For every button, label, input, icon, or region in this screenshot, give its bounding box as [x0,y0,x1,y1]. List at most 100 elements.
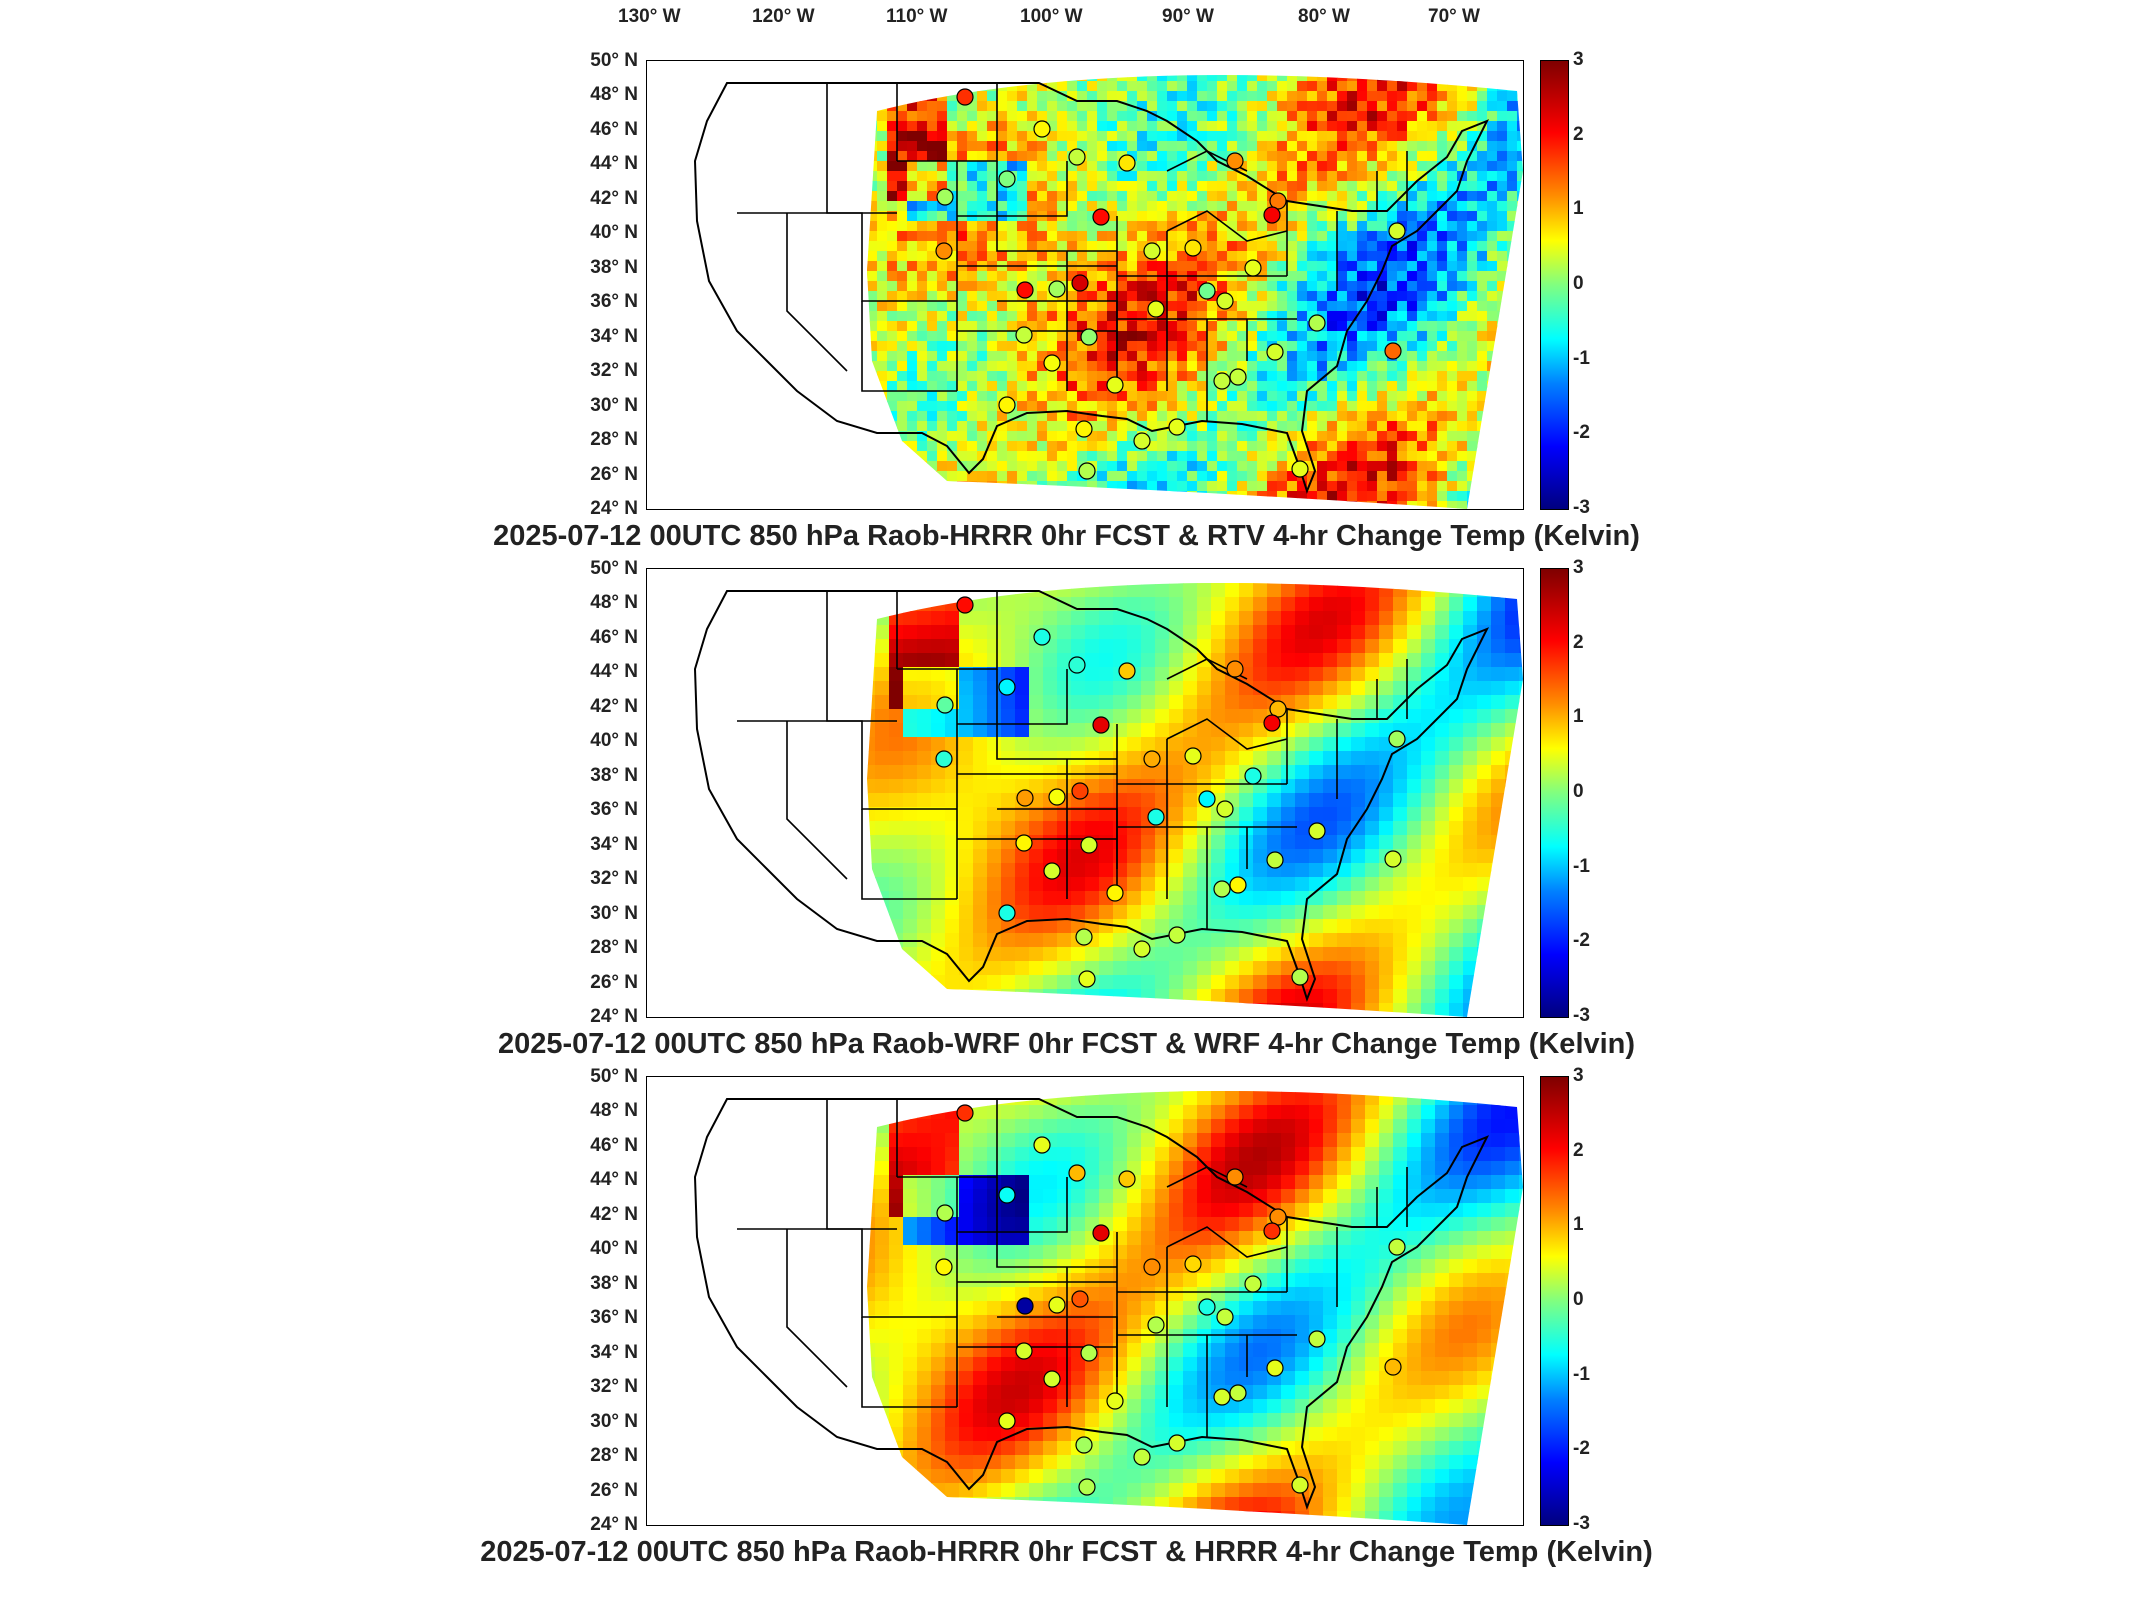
field-cell [917,501,928,509]
field-cell [1037,381,1048,392]
field-cell [1317,431,1328,442]
field-cell [867,667,876,682]
field-cell [1239,933,1254,948]
field-cell [959,919,974,934]
field-cell [1047,271,1058,282]
field-cell [1519,905,1523,920]
field-cell [1257,501,1268,509]
field-cell [1281,765,1296,780]
map-plot-area [646,568,1524,1018]
field-cell [1505,961,1520,976]
field-cell [1057,191,1068,202]
field-cell [887,121,898,132]
field-cell [1437,81,1448,92]
field-cell [1027,75,1038,82]
field-cell [973,933,988,948]
field-cell [1365,975,1380,990]
field-cell [917,1091,932,1092]
field-cell [1397,361,1408,372]
field-cell [897,231,908,242]
field-cell [1491,737,1506,752]
field-cell [1347,391,1358,402]
field-cell [877,241,888,252]
field-cell [1281,625,1296,640]
field-cell [1057,75,1068,82]
field-cell [1047,221,1058,232]
field-cell [1067,351,1078,362]
field-cell [1449,821,1464,836]
field-cell [1027,301,1038,312]
field-cell [903,1105,918,1120]
lat-label: 48° N [590,1100,638,1122]
field-cell [977,281,988,292]
field-cell [1347,75,1358,82]
field-cell [957,231,968,242]
field-cell [917,261,928,272]
field-cell [1393,611,1408,626]
field-cell [1351,653,1366,668]
field-cell [1517,431,1523,442]
field-cell [1177,211,1188,222]
field-cell [1137,321,1148,332]
field-cell [1327,261,1338,272]
field-cell [1057,625,1072,640]
field-cell [1309,863,1324,878]
field-cell [1323,583,1338,584]
state-line [957,161,1068,217]
field-cell [1281,1091,1296,1106]
field-cell [847,381,858,392]
field-cell [997,361,1008,372]
field-cell [1281,807,1296,822]
field-cell [1211,905,1226,920]
field-cell [1147,81,1158,92]
field-cell [931,835,946,850]
field-cell [1347,261,1358,272]
field-cell [1327,81,1338,92]
field-cell [1227,411,1238,422]
field-cell [875,877,890,892]
field-cell [1497,301,1508,312]
field-cell [1097,91,1108,102]
field-cell [1037,461,1048,472]
field-cell [1449,1091,1464,1106]
field-cell [987,121,998,132]
field-cell [945,989,960,1004]
field-cell [1519,779,1523,794]
field-cell [1071,709,1086,724]
field-cell [937,331,948,342]
field-cell [1457,101,1468,112]
field-cell [1267,421,1278,432]
field-cell [1067,171,1078,182]
field-cell [917,331,928,342]
field-cell [1147,351,1158,362]
field-cell [1267,947,1282,962]
field-cell [1317,281,1328,292]
field-cell [1487,191,1498,202]
field-cell [1015,667,1030,682]
field-cell [1287,151,1298,162]
field-cell [1295,807,1310,822]
field-cell [1067,311,1078,322]
field-cell [1141,1091,1156,1106]
field-cell [1027,381,1038,392]
field-cell [1327,341,1338,352]
field-cell [1477,211,1488,222]
field-cell [1127,381,1138,392]
field-cell [1007,491,1018,502]
field-cell [1347,461,1358,472]
field-cell [867,75,878,82]
field-cell [1507,341,1518,352]
field-cell [1047,111,1058,122]
field-cell [927,171,938,182]
field-cell [903,807,918,822]
field-cell [1307,75,1318,82]
field-cell [847,569,862,584]
field-cell [1317,111,1328,122]
field-cell [937,281,948,292]
field-cell [945,863,960,878]
lat-label: 44° N [590,661,638,683]
field-cell [1449,919,1464,934]
field-cell [1379,933,1394,948]
raob-site-marker [1143,242,1161,260]
field-cell [867,947,876,962]
